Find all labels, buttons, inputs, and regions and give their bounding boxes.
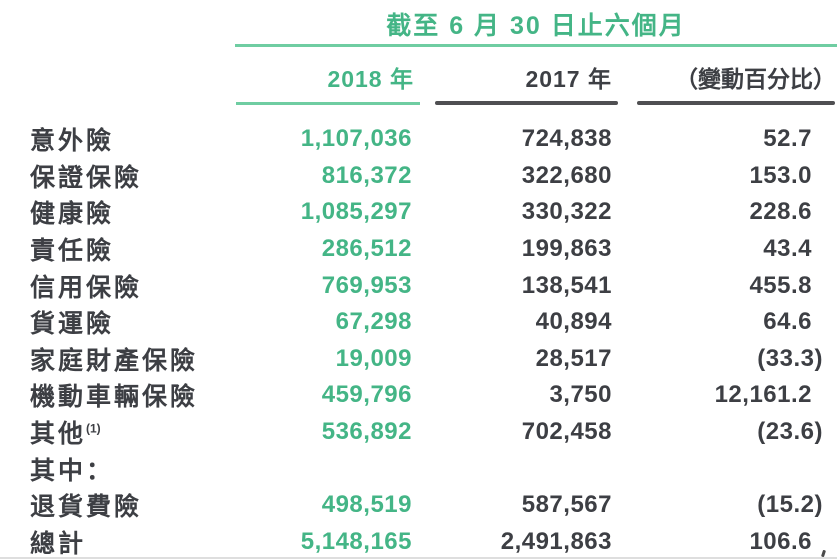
table-row: 健康險 1,085,297 330,322 228.6 bbox=[0, 194, 837, 231]
value-2018: 1,085,297 bbox=[300, 198, 412, 226]
value-2018: 498,519 bbox=[321, 491, 412, 519]
table-title: 截至 6 月 30 日止六個月 bbox=[386, 12, 686, 40]
table-row: 其中： bbox=[0, 450, 837, 487]
value-2017: 3,750 bbox=[549, 381, 612, 409]
table-row: 退貨費險 498,519 587,567 (15.2) bbox=[0, 487, 837, 524]
row-label: 責任險 bbox=[30, 237, 115, 266]
value-change: 12,161.2 bbox=[714, 381, 812, 409]
row-label: 保證保險 bbox=[30, 163, 143, 192]
value-2017: 40,894 bbox=[535, 308, 612, 336]
row-label: 意外險 bbox=[30, 127, 115, 156]
row-label: 機動車輛保險 bbox=[30, 383, 199, 412]
column-header-change-percent: （變動百分比） bbox=[675, 66, 836, 92]
value-2017: 322,680 bbox=[521, 161, 612, 189]
value-2017: 199,863 bbox=[521, 235, 612, 263]
value-change: 43.4 bbox=[763, 235, 812, 263]
table-row: 總計 5,148,165 2,491,863 106.6 bbox=[0, 524, 837, 560]
header-rule-2018 bbox=[236, 102, 420, 105]
table-row: 其他(1) 536,892 702,458 (23.6) bbox=[0, 414, 837, 451]
row-label: 退貨費險 bbox=[30, 493, 143, 522]
table-header-row: 2018 年 2017 年 （變動百分比） bbox=[0, 60, 837, 96]
row-label: 總計 bbox=[30, 529, 87, 558]
header-rule-change bbox=[637, 101, 835, 105]
table-row: 保證保險 816,372 322,680 153.0 bbox=[0, 158, 837, 195]
row-label: 貨運險 bbox=[30, 310, 115, 339]
value-change: (33.3) bbox=[757, 344, 823, 372]
value-2017: 28,517 bbox=[535, 344, 612, 372]
value-2018: 1,107,036 bbox=[300, 125, 412, 153]
row-label: 信用保險 bbox=[30, 273, 143, 302]
row-label: 其中： bbox=[30, 456, 115, 485]
column-header-2018: 2018 年 bbox=[327, 66, 414, 92]
value-2017: 138,541 bbox=[521, 271, 612, 299]
table-row: 機動車輛保險 459,796 3,750 12,161.2 bbox=[0, 377, 837, 414]
value-2018: 19,009 bbox=[335, 344, 412, 372]
value-2018: 536,892 bbox=[321, 418, 412, 446]
table-row: 貨運險 67,298 40,894 64.6 bbox=[0, 304, 837, 341]
table-row: 信用保險 769,953 138,541 455.8 bbox=[0, 267, 837, 304]
table-row: 意外險 1,107,036 724,838 52.7 bbox=[0, 121, 837, 158]
value-change: 228.6 bbox=[749, 198, 812, 226]
value-change: 64.6 bbox=[763, 308, 812, 336]
footnote-marker: (1) bbox=[86, 421, 101, 436]
value-2018: 816,372 bbox=[321, 161, 412, 189]
value-2017: 724,838 bbox=[521, 125, 612, 153]
value-change: 52.7 bbox=[763, 125, 812, 153]
value-change: 455.8 bbox=[749, 271, 812, 299]
table-row: 家庭財產保險 19,009 28,517 (33.3) bbox=[0, 341, 837, 378]
value-2017: 587,567 bbox=[521, 491, 612, 519]
bottom-hairline bbox=[0, 557, 837, 559]
table-body: 意外險 1,107,036 724,838 52.7 保證保險 816,372 322,68… bbox=[0, 121, 837, 560]
value-change: (15.2) bbox=[757, 491, 823, 519]
value-change: 106.6 bbox=[749, 527, 812, 555]
value-2017: 330,322 bbox=[521, 198, 612, 226]
value-change: (23.6) bbox=[757, 418, 823, 446]
table-row: 責任險 286,512 199,863 43.4 bbox=[0, 231, 837, 268]
header-rule-2017 bbox=[435, 101, 618, 105]
row-label: 健康險 bbox=[30, 200, 115, 229]
value-2018: 67,298 bbox=[335, 308, 412, 336]
value-2017: 702,458 bbox=[521, 418, 612, 446]
value-2018: 769,953 bbox=[321, 271, 412, 299]
value-2018: 286,512 bbox=[321, 235, 412, 263]
title-underline-rule bbox=[235, 44, 837, 47]
row-label: 家庭財產保險 bbox=[30, 346, 199, 375]
column-header-2017: 2017 年 bbox=[525, 66, 612, 92]
row-label: 其他(1) bbox=[30, 420, 101, 449]
value-2018: 5,148,165 bbox=[300, 527, 412, 555]
value-2017: 2,491,863 bbox=[500, 527, 612, 555]
value-change: 153.0 bbox=[749, 161, 812, 189]
value-2018: 459,796 bbox=[321, 381, 412, 409]
